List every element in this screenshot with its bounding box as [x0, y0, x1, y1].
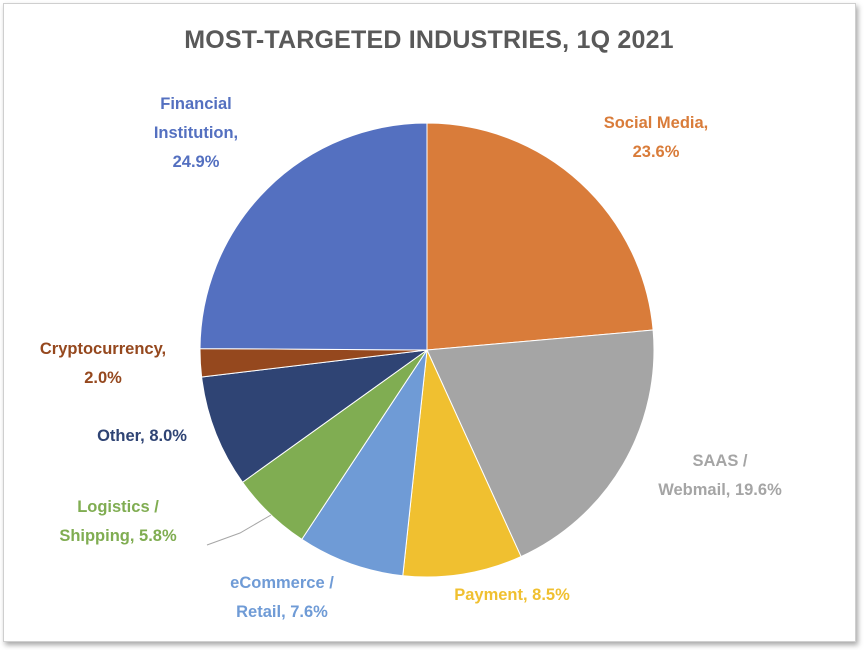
data-label-logistics-shipping: Logistics / Shipping, 5.8% — [59, 498, 177, 545]
chart-title: MOST-TARGETED INDUSTRIES, 1Q 2021 — [184, 26, 674, 54]
data-label-financial-institution: Financial Institution, 24.9% — [154, 95, 238, 171]
pie-slice-payment — [402, 348, 522, 578]
data-label-ecommerce-retail: eCommerce / Retail, 7.6% — [230, 574, 334, 621]
data-label-cryptocurrency: Cryptocurrency, 2.0% — [40, 340, 166, 387]
pie-slice-financial-institution — [199, 122, 428, 351]
leader-line-logistics — [206, 514, 272, 546]
data-label-payment: Payment, 8.5% — [454, 586, 570, 604]
pie-slice-other — [201, 349, 428, 483]
pie-slice-ecommerce-retail — [301, 349, 428, 577]
data-label-saas-webmail: SAAS / Webmail, 19.6% — [658, 452, 782, 499]
data-label-social-media: Social Media, 23.6% — [604, 114, 709, 161]
pie-slice-saas-webmail — [426, 329, 655, 558]
pie-slice-social-media — [426, 122, 654, 351]
data-label-other: Other, 8.0% — [97, 427, 187, 445]
